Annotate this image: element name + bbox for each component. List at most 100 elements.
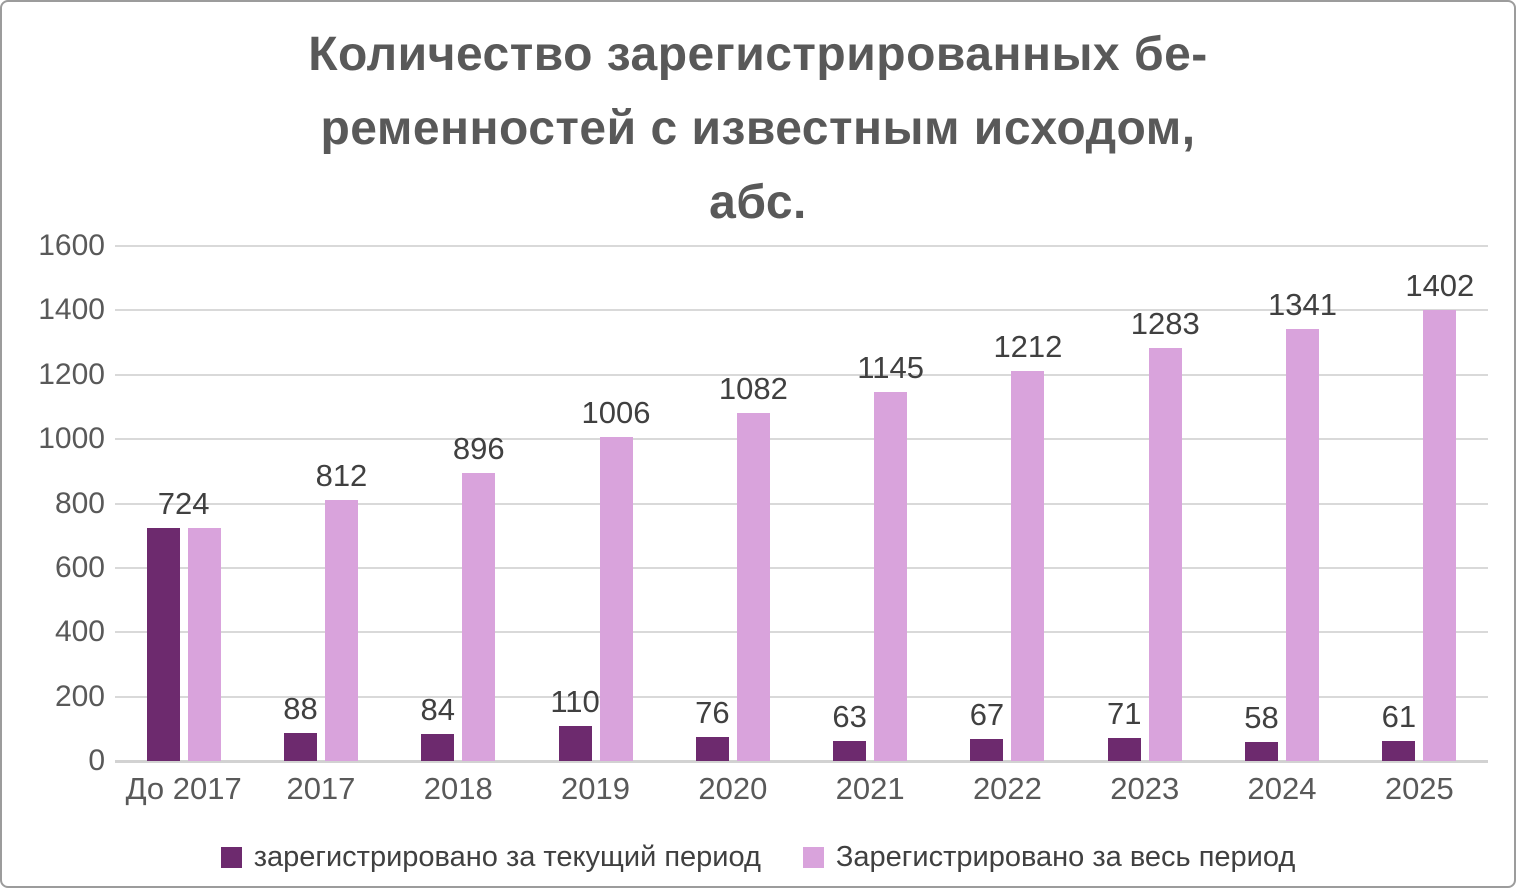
bar-total-period xyxy=(1148,348,1182,761)
x-axis-labels: До 2017 2017 2018 2019 2020 2021 2022 2023 2024 2… xyxy=(115,761,1488,807)
bar-total-period xyxy=(599,437,633,761)
bar-column: 896 xyxy=(453,431,505,761)
bar-pair: 63 1145 xyxy=(832,350,924,761)
bar-pair xyxy=(146,527,221,761)
bar-value-label: 1082 xyxy=(718,370,788,406)
chart-title-line: Количество зарегистрированных бе- xyxy=(308,28,1208,81)
gridline xyxy=(115,566,1488,569)
bar-current-period xyxy=(283,732,317,761)
bar-value-label: 58 xyxy=(1244,700,1279,736)
x-axis-label: 2020 xyxy=(698,771,768,806)
bar-column: 1341 xyxy=(1268,287,1337,761)
bar-value-label: 1283 xyxy=(1130,306,1200,342)
bar-pair: 71 1283 xyxy=(1106,306,1200,761)
bar-column: 1212 xyxy=(993,329,1062,761)
bar-group: 61 1402 xyxy=(1351,246,1488,761)
chart-title-line: ременностей с известным исходом, xyxy=(320,102,1196,155)
x-axis-label: 2025 xyxy=(1384,771,1454,806)
y-tick-label: 1200 xyxy=(38,357,105,391)
bar-pair: 110 1006 xyxy=(550,395,651,761)
bar-value-label: 84 xyxy=(420,691,455,727)
legend-label: зарегистрировано за текущий период xyxy=(253,841,761,873)
y-tick-label: 1000 xyxy=(38,422,105,456)
x-axis-line xyxy=(115,760,1488,763)
y-tick-label: 1600 xyxy=(38,229,105,262)
bar-current-period xyxy=(421,733,455,761)
y-tick-label: 800 xyxy=(54,486,105,520)
bar-column: 71 xyxy=(1106,696,1142,761)
bar-pair: 84 896 xyxy=(420,431,505,761)
bar-group: 88 812 xyxy=(252,246,389,761)
bar-column xyxy=(146,527,180,761)
bar-pair: 67 1212 xyxy=(969,329,1062,761)
bar-total-period xyxy=(736,412,770,761)
bar-value-label: 88 xyxy=(283,690,318,726)
bar-total-period xyxy=(874,392,908,761)
y-axis: 0 200 400 600 800 1000 1200 1400 1600 xyxy=(20,229,115,777)
bar-value-label: 67 xyxy=(969,697,1005,733)
bar-pair: 76 1082 xyxy=(695,371,788,761)
y-tick-label: 0 xyxy=(88,744,105,777)
bar-column: 84 xyxy=(420,691,455,761)
chart-title: Количество зарегистрированных бе- ременн… xyxy=(2,18,1514,240)
bar-column xyxy=(187,527,221,761)
bar-total-period xyxy=(187,527,221,761)
chart-legend: зарегистрировано за текущий период Зареги… xyxy=(2,841,1514,874)
bar-group: 58 1341 xyxy=(1213,246,1350,761)
y-tick-label: 1400 xyxy=(38,293,105,327)
bar-current-period xyxy=(833,740,867,761)
bar-column: 812 xyxy=(316,458,367,761)
bar-column: 1145 xyxy=(857,350,924,761)
legend-item: зарегистрировано за текущий период xyxy=(220,841,761,874)
bar-current-period xyxy=(558,725,592,761)
bar-pair: 61 1402 xyxy=(1382,268,1474,761)
bar-group: 724 xyxy=(115,246,252,761)
bar-value-label: 812 xyxy=(315,457,368,493)
bar-value-label: 76 xyxy=(695,694,730,730)
bar-value-label: 1006 xyxy=(581,395,651,431)
bar-current-period xyxy=(1245,742,1279,761)
bar-column: 1402 xyxy=(1405,268,1474,761)
bar-column: 88 xyxy=(283,690,318,761)
gridline xyxy=(115,245,1488,247)
gridline xyxy=(115,438,1488,441)
bar-value-label: 724 xyxy=(157,485,210,521)
bar-column: 110 xyxy=(550,684,600,761)
y-tick-label: 600 xyxy=(54,550,105,584)
bar-value-label: 1402 xyxy=(1405,267,1475,303)
x-axis-label: 2023 xyxy=(1110,771,1180,806)
gridline xyxy=(115,631,1488,634)
bar-column: 1006 xyxy=(582,395,651,761)
bar-group: 71 1283 xyxy=(1076,246,1213,761)
bar-value-label: 71 xyxy=(1106,696,1142,732)
x-axis-label: 2024 xyxy=(1247,771,1317,806)
x-axis-label: 2022 xyxy=(972,771,1042,806)
bar-current-period xyxy=(695,736,729,761)
bar-total-period xyxy=(324,499,358,761)
x-axis-label: 2021 xyxy=(835,771,905,806)
bar-value-label: 63 xyxy=(832,698,867,734)
bar-pair: 58 1341 xyxy=(1244,287,1337,761)
bar-pair: 88 812 xyxy=(283,458,367,761)
bar-value-label: 1341 xyxy=(1268,287,1337,323)
bar-current-period xyxy=(1382,741,1416,761)
x-axis-label: До 2017 xyxy=(125,771,242,806)
bar-column: 67 xyxy=(969,697,1005,761)
bar-total-period xyxy=(462,472,496,761)
legend-label: Зарегистрировано за весь период xyxy=(835,841,1296,873)
bar-column: 1082 xyxy=(719,371,788,761)
bar-column: 1283 xyxy=(1131,306,1200,761)
bar-groups: 724 88 812 84 896 110 1006 76 1082 63 1145 67 1212 71… xyxy=(115,246,1488,761)
legend-swatch-icon xyxy=(802,847,824,868)
bar-column: 58 xyxy=(1244,700,1279,761)
y-tick-label: 400 xyxy=(54,615,105,649)
gridline xyxy=(115,502,1488,505)
bar-group: 76 1082 xyxy=(664,246,801,761)
bar-value-label: 896 xyxy=(452,430,505,466)
bar-value-label: 1145 xyxy=(857,350,924,386)
x-axis-label: 2019 xyxy=(561,771,631,806)
bar-current-period xyxy=(146,527,180,761)
gridline xyxy=(115,309,1488,312)
x-axis-label: 2017 xyxy=(286,771,356,806)
